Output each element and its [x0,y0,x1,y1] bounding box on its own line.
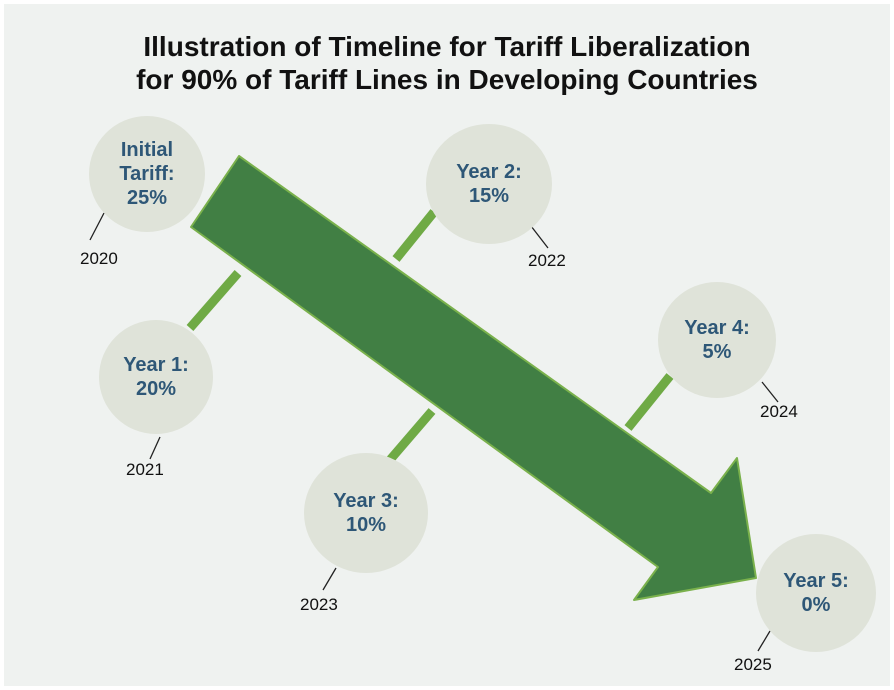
leader-year5 [757,630,771,652]
diagram-title: Illustration of Timeline for Tariff Libe… [0,30,894,96]
milestone-year1-bubble: Year 1: 20% [99,320,213,434]
milestone-year5-line-1: Year 5: [783,570,849,592]
milestone-initial-line-1: Initial [120,139,174,161]
milestone-year1-year: 2021 [126,460,164,479]
milestone-year2-line-1: Year 2: [456,161,522,183]
milestone-year4-bubble: Year 4: 5% [658,282,776,398]
milestone-initial-line-2: Tariff: [119,163,175,185]
milestone-year3-line-1: Year 3: [333,490,399,512]
milestone-year4-year: 2024 [760,402,798,421]
milestone-year4-line-2: 5% [702,341,732,363]
connector-year4 [624,373,674,431]
milestone-year2-line-2: 15% [468,185,510,207]
connector-year2 [392,209,438,262]
milestone-year1-line-1: Year 1: [123,354,189,376]
milestone-year5-line-2: 0% [801,594,831,616]
leader-year1 [149,436,161,460]
leader-year3 [322,567,337,591]
milestone-year5-year: 2025 [734,655,772,674]
milestone-initial-year: 2020 [80,249,118,268]
milestone-year2-year: 2022 [528,251,566,270]
milestone-initial-bubble: Initial Tariff: 25% [89,116,205,232]
milestone-year1-line-2: 20% [135,378,177,400]
title-line-1: Illustration of Timeline for Tariff Libe… [143,31,751,62]
milestone-year3-year: 2023 [300,595,338,614]
leader-year2 [530,225,549,249]
milestone-initial-line-3: 25% [126,187,168,209]
milestone-year3-bubble: Year 3: 10% [304,453,428,573]
connector-year3 [385,408,436,464]
leader-initial [89,212,105,241]
timeline-arrow [190,155,757,601]
connector-year1 [186,270,242,331]
milestone-year5-bubble: Year 5: 0% [756,534,876,652]
leader-year4 [761,381,779,403]
milestone-year2-bubble: Year 2: 15% [426,124,552,244]
title-line-2: for 90% of Tariff Lines in Developing Co… [136,64,758,95]
milestone-year3-line-2: 10% [345,514,387,536]
milestone-year4-line-1: Year 4: [684,317,750,339]
